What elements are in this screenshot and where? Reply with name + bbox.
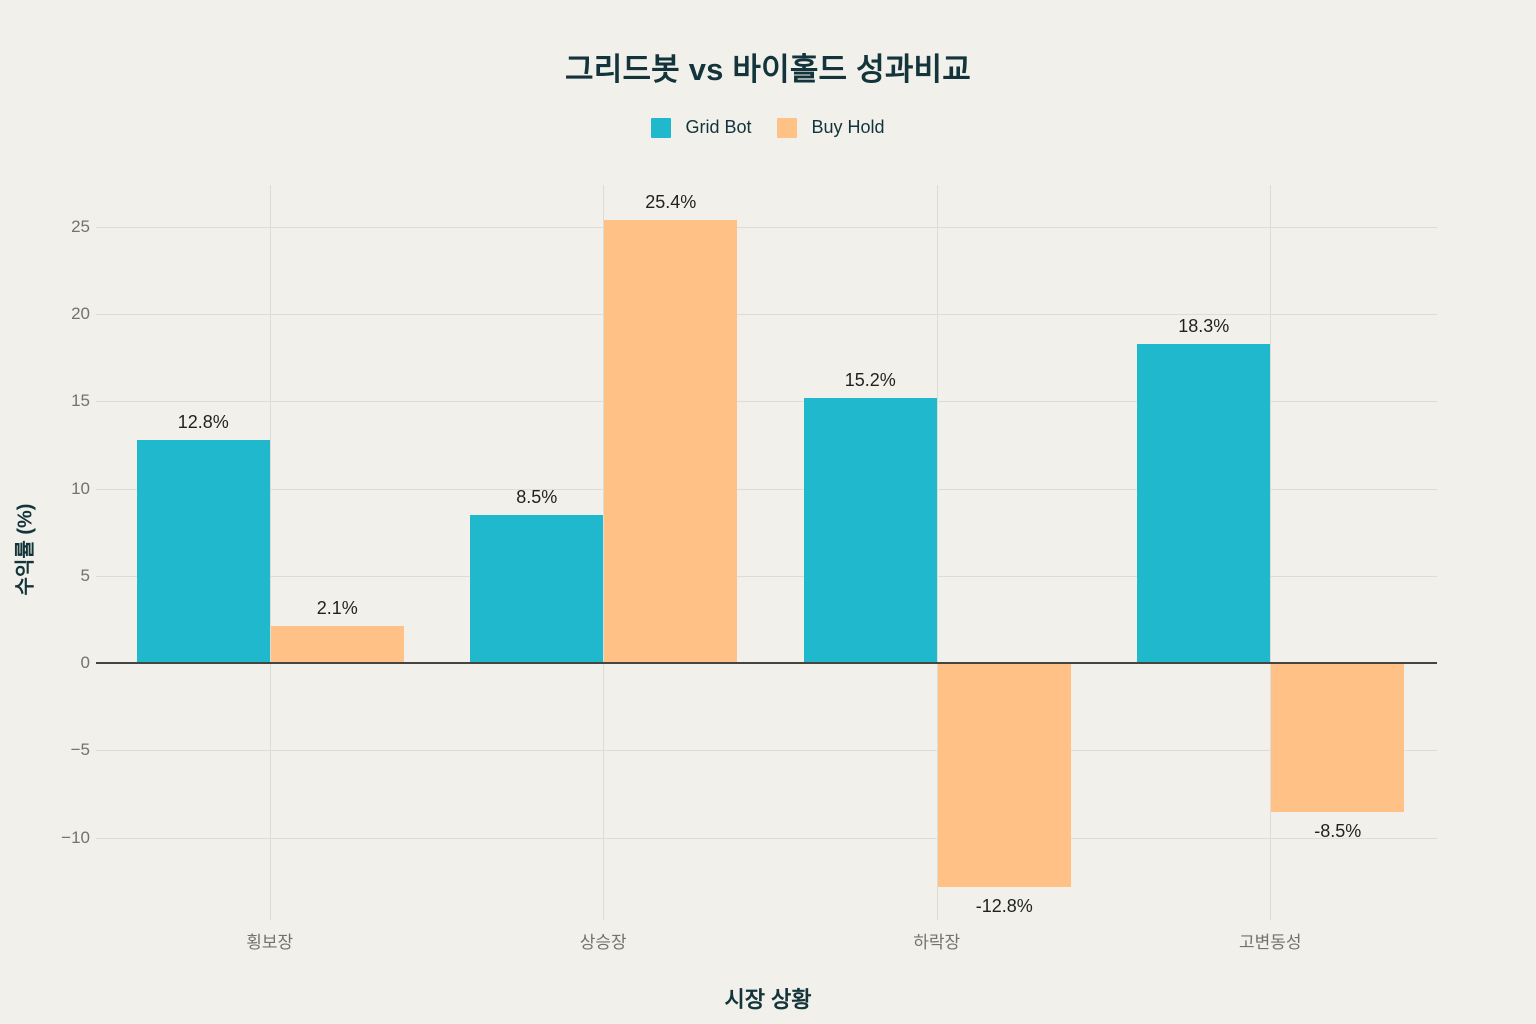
legend-swatch-buy-hold-icon — [777, 117, 798, 138]
bar-buy-hold-1 — [604, 219, 738, 663]
legend-swatch-grid-bot-icon — [651, 117, 672, 138]
bar-grid-bot-0 — [136, 439, 270, 663]
x-axis-title: 시장 상황 — [724, 987, 812, 1012]
h-gridline — [96, 226, 1437, 228]
v-gridline — [1270, 185, 1272, 920]
legend-item-grid-bot: Grid Bot — [651, 117, 751, 138]
y-tick-label: 5 — [80, 565, 90, 585]
bar-value-label: 12.8% — [177, 411, 229, 432]
h-gridline — [96, 837, 1437, 839]
bar-value-label: 25.4% — [645, 191, 697, 212]
h-gridline — [96, 750, 1437, 752]
y-tick-label: 15 — [71, 391, 90, 411]
bar-grid-bot-1 — [470, 514, 604, 663]
bar-value-label: -8.5% — [1314, 821, 1362, 842]
zero-axis-line — [96, 662, 1437, 664]
bar-value-label: 18.3% — [1178, 315, 1230, 336]
h-gridline — [96, 401, 1437, 403]
h-gridline — [96, 488, 1437, 490]
y-tick-label: 10 — [71, 478, 90, 498]
y-tick-label: 0 — [80, 653, 90, 672]
x-tick-label: 고변동성 — [1238, 933, 1302, 952]
x-tick-label: 횡보장 — [246, 933, 294, 952]
legend-label-grid-bot: Grid Bot — [685, 117, 752, 137]
y-tick-label: −10 — [61, 827, 90, 847]
v-gridline — [269, 185, 271, 920]
chart-title: 그리드봇 vs 바이홀드 성과비교 — [565, 52, 971, 87]
bar-value-label: 15.2% — [844, 369, 896, 390]
bar-grid-bot-3 — [1137, 343, 1271, 663]
x-tick-label: 하락장 — [913, 933, 961, 952]
bar-value-label: -12.8% — [975, 896, 1033, 917]
x-tick-label: 상승장 — [579, 933, 627, 952]
bar-buy-hold-2 — [937, 664, 1071, 888]
legend-label-buy-hold: Buy Hold — [811, 117, 885, 137]
bar-buy-hold-3 — [1271, 664, 1405, 813]
legend: Grid Bot Buy Hold — [0, 117, 1536, 138]
legend-item-buy-hold: Buy Hold — [777, 117, 885, 138]
bar-value-label: 8.5% — [516, 486, 558, 507]
v-gridline — [936, 185, 938, 920]
y-tick-label: 25 — [71, 216, 90, 236]
bar-buy-hold-0 — [270, 626, 404, 663]
h-gridline — [96, 575, 1437, 577]
v-gridline — [603, 185, 605, 920]
h-gridline — [96, 314, 1437, 315]
y-tick-label: −5 — [70, 740, 90, 760]
bar-value-label: 2.1% — [316, 598, 358, 619]
y-tick-label: 20 — [71, 304, 90, 323]
bar-grid-bot-2 — [803, 397, 937, 663]
